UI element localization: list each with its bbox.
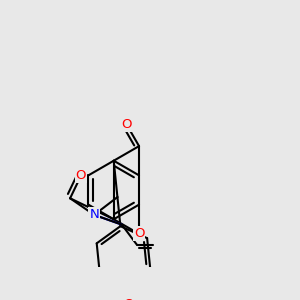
Text: O: O <box>76 169 86 182</box>
Text: N: N <box>89 208 99 221</box>
Text: O: O <box>123 298 134 300</box>
Text: O: O <box>134 227 144 240</box>
Text: O: O <box>122 118 132 131</box>
